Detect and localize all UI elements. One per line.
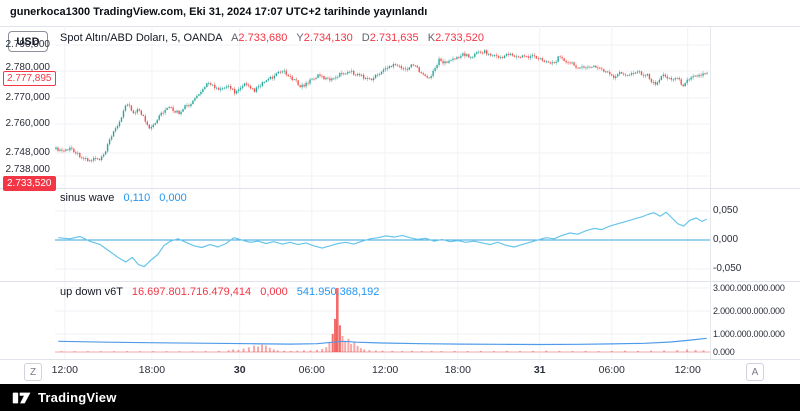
sinus-wave-axis-label: -0,050: [713, 263, 742, 274]
header-username: gunerkoca1300: [10, 6, 91, 18]
price-axis-label: 2.780,000: [5, 62, 51, 73]
updown-value-3: 541.950.368,192: [296, 286, 380, 298]
time-axis-label[interactable]: 18:00: [444, 364, 471, 376]
right-axis-separator: [710, 27, 711, 359]
sinus-wave-title: sinus wave: [60, 192, 115, 204]
updown-value-2: 0,000: [260, 286, 288, 298]
sinus-wave-value-1: 0,110: [123, 192, 151, 204]
sinus-wave-value-2: 0,000: [159, 192, 187, 204]
updown-value-1: 16.697.801.716.479,414: [131, 286, 252, 298]
main-series-legend[interactable]: Spot Altın/ABD Doları, 5, OANDA A2.733,6…: [60, 32, 484, 44]
tradingview-logo-icon: [12, 392, 31, 403]
sinus-wave-chart[interactable]: [55, 188, 710, 281]
symbol-title: Spot Altın/ABD Doları, 5, OANDA: [60, 32, 223, 44]
currency-unit-button[interactable]: USD: [8, 31, 48, 52]
updown-legend[interactable]: up down v6T 16.697.801.716.479,414 0,000…: [60, 286, 379, 298]
alert-price-label[interactable]: 2.777,895: [3, 71, 56, 86]
time-axis-label[interactable]: 12:00: [371, 364, 399, 376]
sinus-wave-axis-label: 0,050: [713, 205, 739, 216]
volume-axis-label: 0.000: [713, 347, 735, 357]
time-axis-border: [0, 359, 800, 360]
sinus-wave-legend[interactable]: sinus wave 0,110 0,000: [60, 192, 187, 204]
tradingview-logo-text: TradingView: [38, 390, 117, 405]
published-header: gunerkoca1300 TradingView.com, Eki 31, 2…: [10, 6, 427, 18]
volume-axis-label: 3.000.000.000.000: [713, 283, 785, 293]
sinus-wave-axis-label: 0,000: [713, 234, 739, 245]
timezone-button[interactable]: Z: [24, 363, 42, 381]
volume-axis-label: 2.000.000.000.000: [713, 306, 785, 316]
time-axis-label[interactable]: 06:00: [598, 364, 625, 376]
price-axis-label: 2.748,000: [5, 147, 51, 158]
panel-divider-1[interactable]: [0, 188, 800, 189]
time-axis-label[interactable]: 30: [233, 364, 246, 376]
time-axis-label[interactable]: 31: [533, 364, 546, 376]
time-axis-label[interactable]: 18:00: [138, 364, 166, 376]
panel-divider-2[interactable]: [0, 281, 800, 282]
updown-title: up down v6T: [60, 286, 123, 298]
ohlc-low-value: 2.731,635: [369, 32, 419, 44]
ohlc-close-label: K: [427, 32, 436, 44]
volume-axis-label: 1.000.000.000.000: [713, 329, 785, 339]
tradingview-logo[interactable]: TradingView: [12, 389, 117, 407]
main-price-chart[interactable]: [55, 26, 710, 188]
ohlc-high-label: Y: [296, 32, 304, 44]
ohlc-low-label: D: [361, 32, 370, 44]
ohlc-close-value: 2.733,520: [435, 32, 484, 44]
volume-indicator-chart[interactable]: [55, 281, 710, 359]
tradingview-branding-bar: TradingView: [0, 384, 800, 411]
ohlc-high-value: 2.734,130: [303, 32, 353, 44]
auto-scale-button[interactable]: A: [746, 363, 764, 381]
price-axis-label: 2.770,000: [5, 92, 51, 103]
ohlc-open-label: A: [231, 32, 239, 44]
time-axis-label[interactable]: 12:00: [51, 364, 78, 376]
ohlc-open-value: 2.733,680: [238, 32, 288, 44]
time-axis-label[interactable]: 12:00: [674, 364, 701, 376]
chart-top-border: [0, 26, 800, 27]
price-axis-label: 2.760,000: [5, 118, 51, 129]
price-axis-label: 2.790,000: [5, 39, 51, 50]
last-price-label: 2.733,520: [3, 176, 56, 191]
price-axis-label: 2.738,000: [5, 164, 51, 175]
time-axis-label[interactable]: 06:00: [298, 364, 325, 376]
header-published-text: TradingView.com, Eki 31, 2024 17:07 UTC+…: [93, 6, 428, 18]
